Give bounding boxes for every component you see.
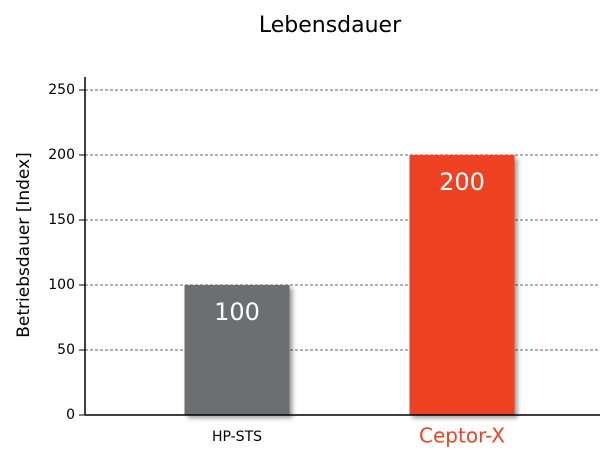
y-tick-label: 50 bbox=[57, 342, 75, 358]
bar bbox=[184, 285, 290, 415]
y-tick-label: 250 bbox=[48, 82, 75, 98]
value-label: 200 bbox=[439, 168, 485, 196]
y-tick-label: 0 bbox=[66, 407, 75, 423]
x-tick-label: Ceptor-X bbox=[419, 424, 505, 448]
y-axis-label: Betriebsdauer [Index] bbox=[14, 152, 34, 338]
value-label: 100 bbox=[214, 298, 260, 326]
y-tick-label: 200 bbox=[48, 147, 75, 163]
chart-title: Lebensdauer bbox=[259, 13, 402, 38]
y-tick-label: 150 bbox=[48, 212, 75, 228]
x-tick-label: HP-STS bbox=[212, 429, 262, 445]
y-tick-label: 100 bbox=[48, 277, 75, 293]
bar bbox=[409, 155, 515, 415]
